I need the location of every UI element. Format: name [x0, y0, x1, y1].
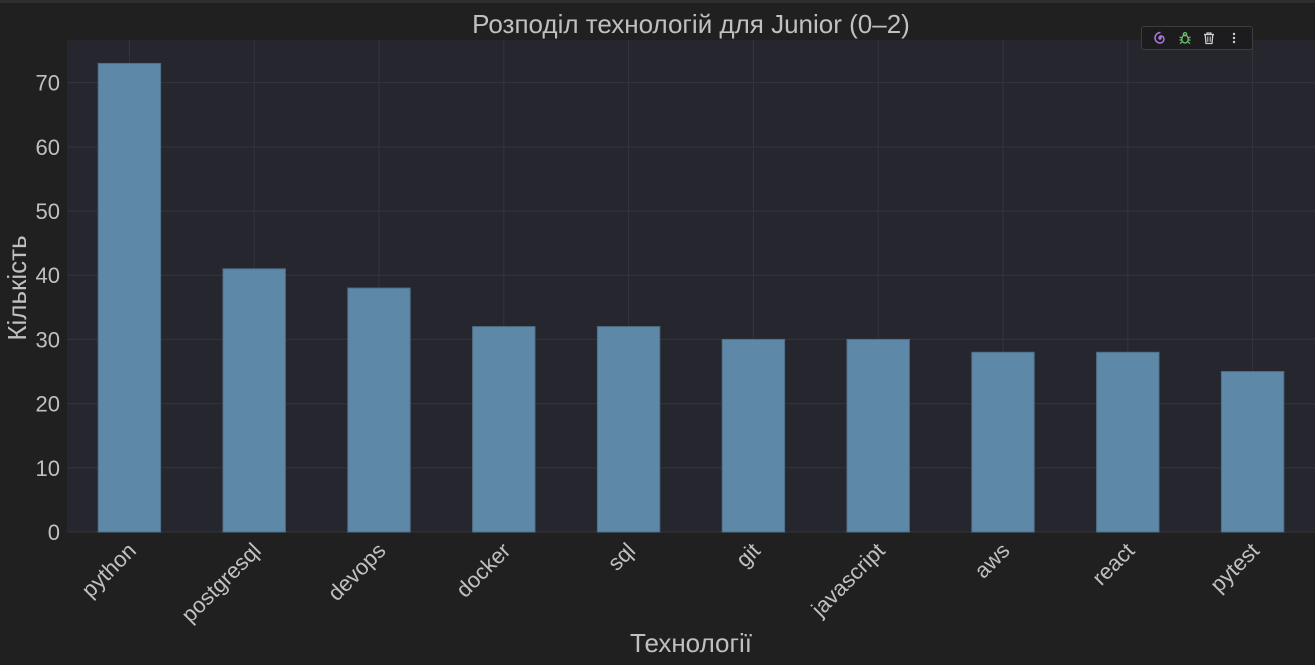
- bar-postgresql: [222, 268, 286, 533]
- bars: [97, 62, 1285, 533]
- bar-react: [1096, 351, 1160, 533]
- window-top-border: [0, 0, 1315, 3]
- x-axis-ticks: python postgresql devops docker sql git javasc…: [77, 538, 1265, 627]
- more-options-button[interactable]: [1225, 29, 1243, 47]
- trash-icon: [1204, 32, 1215, 45]
- y-axis-label: Кількість: [2, 235, 32, 340]
- spiral-icon: [1154, 31, 1165, 44]
- bar-pytest: [1220, 371, 1285, 533]
- y-tick-label: 30: [36, 327, 60, 352]
- x-tick-label: react: [1087, 538, 1139, 590]
- x-tick-label: python: [77, 538, 141, 602]
- debug-button[interactable]: [1176, 29, 1194, 47]
- x-tick-label: devops: [323, 538, 391, 606]
- x-axis-label: Технології: [630, 628, 752, 658]
- x-tick-label: docker: [451, 538, 515, 602]
- y-tick-label: 10: [36, 456, 60, 481]
- y-tick-label: 50: [36, 199, 60, 224]
- x-tick-label: pytest: [1205, 538, 1264, 597]
- more-icon: [1232, 32, 1235, 44]
- bar-aws: [971, 351, 1035, 533]
- delete-button[interactable]: [1200, 29, 1218, 47]
- bar-git: [721, 338, 786, 533]
- x-tick-label: javascript: [806, 538, 890, 622]
- y-tick-label: 0: [48, 520, 60, 545]
- x-tick-label: git: [731, 538, 765, 572]
- y-tick-label: 40: [36, 263, 60, 288]
- bar-docker: [472, 326, 536, 533]
- chart-title: Розподіл технологій для Junior (0–2): [472, 9, 910, 39]
- spiral-button[interactable]: [1151, 29, 1169, 47]
- y-axis-ticks: 0 10 20 30 40 50 60 70: [36, 71, 60, 545]
- y-tick-label: 70: [36, 71, 60, 96]
- x-tick-label: sql: [603, 538, 641, 576]
- y-tick-label: 60: [36, 135, 60, 160]
- bug-icon: [1179, 31, 1191, 44]
- x-tick-label: aws: [969, 538, 1014, 583]
- bar-sql: [596, 326, 661, 533]
- x-tick-label: postgresql: [176, 538, 265, 627]
- bar-devops: [347, 287, 411, 533]
- y-tick-label: 20: [36, 392, 60, 417]
- cell-toolbar: [1141, 26, 1253, 50]
- bar-javascript: [846, 338, 910, 533]
- bar-python: [97, 62, 162, 533]
